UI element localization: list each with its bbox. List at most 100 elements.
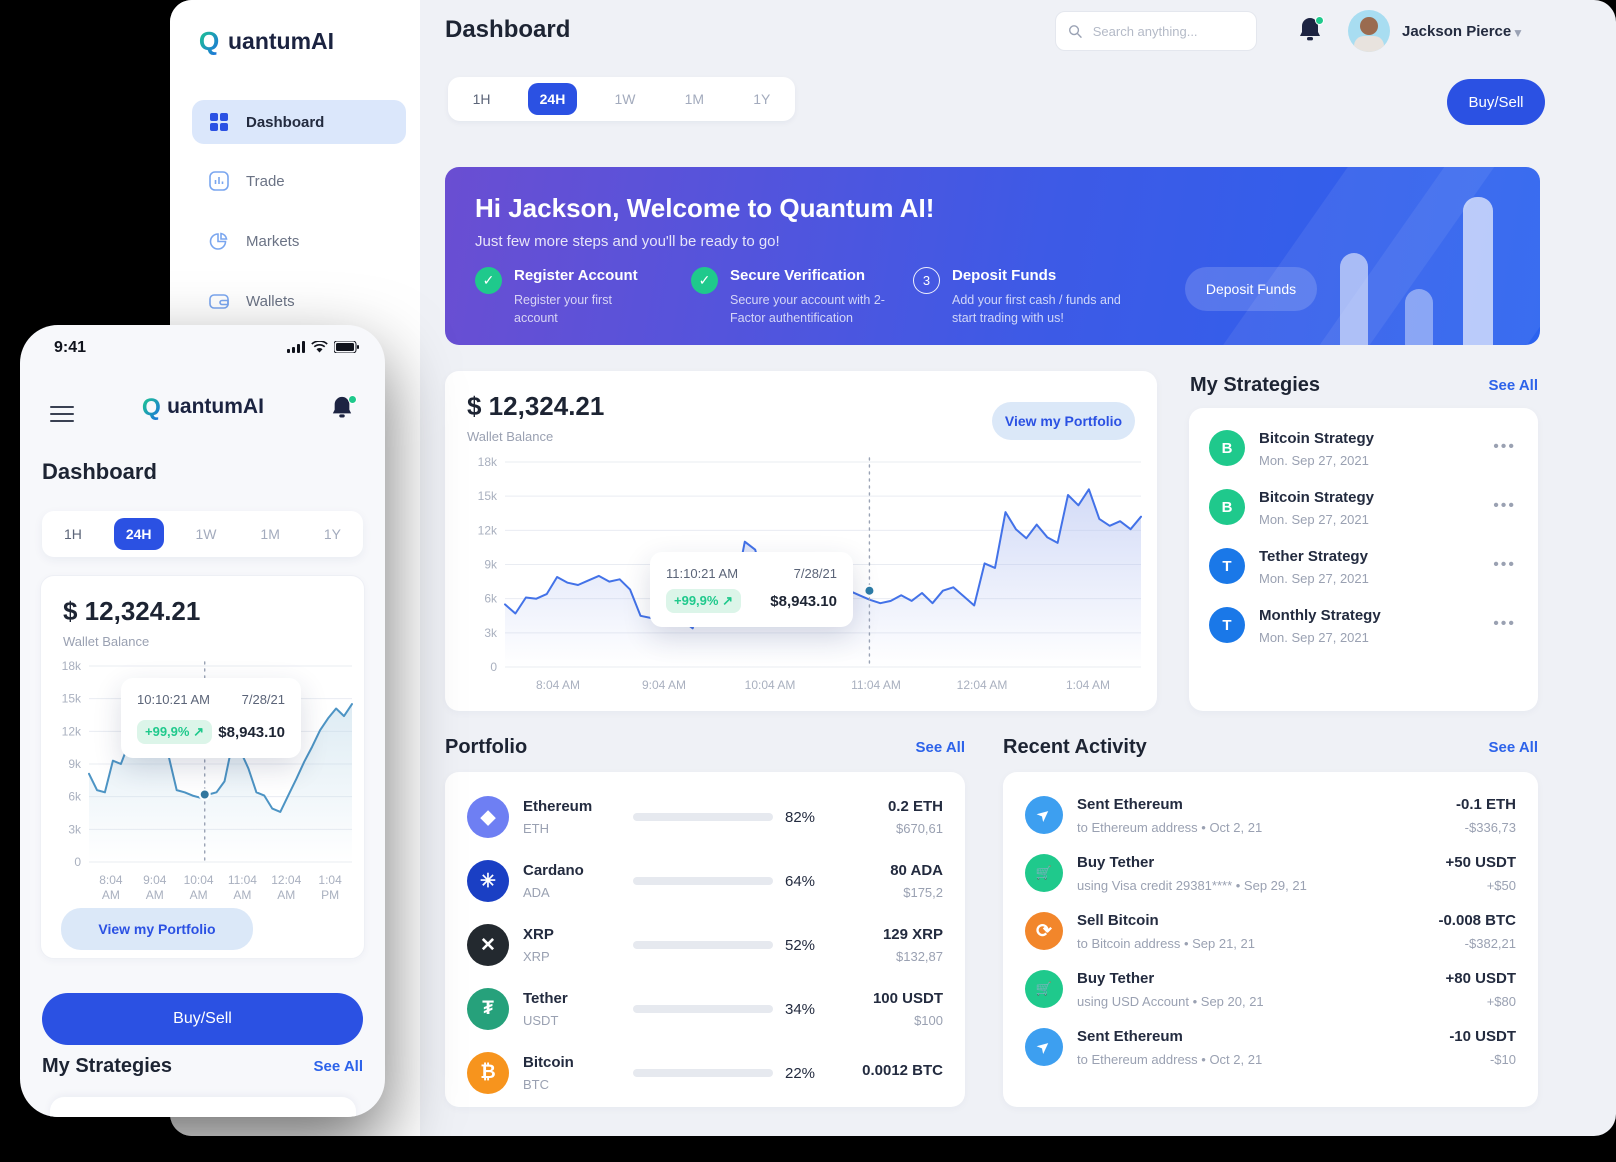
activity-card: ➤ Sent Ethereum to Ethereum address • Oc… [1003, 772, 1538, 1107]
tab-1h[interactable]: 1H [63, 526, 82, 542]
svg-text:6k: 6k [484, 592, 498, 606]
notifications-bell-icon[interactable] [1298, 16, 1324, 44]
tooltip-value: $8,943.10 [218, 723, 285, 741]
tooltip-date: 7/28/21 [241, 692, 285, 707]
page-title: Dashboard [42, 459, 157, 484]
search-input[interactable] [1090, 22, 1244, 40]
buy-sell-button[interactable]: Buy/Sell [1447, 79, 1545, 125]
search-box[interactable] [1055, 11, 1257, 51]
desktop-window: Q uantumAI Dashboard Trade [170, 0, 1616, 1136]
tab-1w[interactable]: 1W [195, 526, 217, 542]
deposit-funds-button[interactable]: Deposit Funds [1185, 267, 1317, 311]
sidebar-nav: Dashboard Trade Markets [192, 100, 406, 324]
wallet-balance-value: $ 12,324.21 [63, 596, 201, 626]
more-options-icon[interactable]: ••• [1493, 497, 1516, 514]
sidebar-item-dashboard[interactable]: Dashboard [192, 100, 406, 144]
portfolio-title: Portfolio [445, 736, 528, 758]
view-portfolio-button[interactable]: View my Portfolio [992, 402, 1135, 440]
banner-title: Hi Jackson, Welcome to Quantum AI! [475, 193, 935, 223]
status-bar-time: 9:41 [54, 339, 87, 356]
strategies-card: B Bitcoin Strategy Mon. Sep 27, 2021 •••… [1189, 408, 1538, 711]
activity-row[interactable]: 🛒 Buy Tether using Visa credit 29381****… [1025, 854, 1516, 893]
tab-1w[interactable]: 1W [614, 91, 636, 107]
strategy-row[interactable]: B Bitcoin Strategy Mon. Sep 27, 2021 ••• [1209, 430, 1518, 468]
strategy-row[interactable]: T Monthly Strategy Mon. Sep 27, 2021 ••• [1209, 607, 1518, 645]
svg-text:12k: 12k [478, 523, 498, 537]
user-name: Jackson Pierce [1402, 23, 1512, 40]
banner-decorative-bar [1340, 253, 1368, 345]
strategy-row[interactable]: T Tether Strategy Mon. Sep 27, 2021 ••• [1209, 548, 1518, 586]
cellular-signal-icon [287, 341, 305, 353]
sidebar-item-trade[interactable]: Trade [192, 158, 406, 204]
more-options-icon[interactable]: ••• [1493, 556, 1516, 573]
sidebar-item-markets[interactable]: Markets [192, 218, 406, 264]
page-title: Dashboard [445, 16, 571, 43]
avatar[interactable] [1348, 10, 1390, 52]
tab-24h[interactable]: 24H [527, 83, 578, 115]
tab-1m[interactable]: 1M [684, 91, 705, 107]
portfolio-row[interactable]: ✳ Cardano ADA 64% 80 ADA $175,2 [467, 860, 943, 902]
buy-sell-button[interactable]: Buy/Sell [42, 993, 363, 1045]
dashboard-grid-icon [210, 113, 228, 131]
step-register-account: ✓ Register Account Register your first a… [475, 267, 650, 327]
banner-decorative-bar [1463, 197, 1493, 345]
portfolio-see-all-link[interactable]: See All [915, 739, 965, 756]
portfolio-row[interactable]: ✕ XRP XRP 52% 129 XRP $132,87 [467, 924, 943, 966]
svg-text:12:04 AM: 12:04 AM [957, 678, 1008, 692]
activity-row[interactable]: ➤ Sent Ethereum to Ethereum address • Oc… [1025, 796, 1516, 835]
portfolio-row[interactable]: ◆ Ethereum ETH 82% 0.2 ETH $670,61 [467, 796, 943, 838]
notifications-bell-icon[interactable] [331, 395, 357, 423]
banner-subtitle: Just few more steps and you'll be ready … [475, 233, 780, 250]
view-portfolio-button[interactable]: View my Portfolio [61, 908, 253, 950]
activity-title: Recent Activity [1003, 736, 1147, 758]
logo-q-icon: Q [142, 394, 161, 421]
swap-icon: ⟳ [1025, 912, 1063, 950]
timeframe-tabs: 1H 24H 1W 1M 1Y [42, 511, 363, 557]
portfolio-header: Portfolio See All [445, 736, 965, 759]
svg-text:9:04 AM: 9:04 AM [642, 678, 686, 692]
bitcoin-icon: ₿ [467, 1052, 509, 1094]
activity-row[interactable]: 🛒 Buy Tether using USD Account • Sep 20,… [1025, 970, 1516, 1009]
trend-up-icon: ↗ [193, 724, 204, 739]
activity-row[interactable]: ⟳ Sell Bitcoin to Bitcoin address • Sep … [1025, 912, 1516, 951]
tab-1h[interactable]: 1H [472, 91, 491, 107]
menu-icon[interactable] [50, 401, 74, 427]
strategies-header: My Strategies See All [42, 1055, 363, 1078]
step-subtitle: Secure your account with 2-Factor authen… [730, 293, 885, 326]
check-icon: ✓ [475, 267, 502, 294]
tab-1m[interactable]: 1M [260, 526, 280, 542]
sidebar-item-wallets[interactable]: Wallets [192, 278, 406, 324]
portfolio-card: ◆ Ethereum ETH 82% 0.2 ETH $670,61 ✳ Car… [445, 772, 965, 1107]
more-options-icon[interactable]: ••• [1493, 615, 1516, 632]
activity-row[interactable]: ➤ Sent Ethereum to Ethereum address • Oc… [1025, 1028, 1516, 1067]
markets-pie-icon [209, 232, 228, 250]
tab-24h[interactable]: 24H [113, 518, 164, 550]
activity-see-all-link[interactable]: See All [1488, 739, 1538, 756]
ethereum-icon: ◆ [467, 796, 509, 838]
cart-icon: 🛒 [1025, 854, 1063, 892]
tab-1y[interactable]: 1Y [753, 91, 771, 107]
more-options-icon[interactable]: ••• [1493, 438, 1516, 455]
strategy-row[interactable]: B Bitcoin Strategy Mon. Sep 27, 2021 ••• [1209, 489, 1518, 527]
trend-up-icon: ↗ [722, 593, 733, 608]
xrp-icon: ✕ [467, 924, 509, 966]
strategies-see-all-link[interactable]: See All [313, 1058, 363, 1075]
send-icon: ➤ [1025, 1028, 1063, 1066]
brand-logo-text: uantumAI [167, 395, 264, 418]
strategies-see-all-link[interactable]: See All [1488, 377, 1538, 394]
portfolio-row[interactable]: ₮ Tether USDT 34% 100 USDT $100 [467, 988, 943, 1030]
portfolio-row[interactable]: ₿ Bitcoin BTC 22% 0.0012 BTC [467, 1052, 943, 1094]
chevron-down-icon[interactable]: ▼ [1512, 26, 1524, 40]
notification-dot [348, 395, 357, 404]
mobile-app: 9:41 Q uantumAI [20, 325, 385, 1117]
wallet-balance-value: $ 12,324.21 [467, 391, 605, 421]
timeframe-tabs: 1H 24H 1W 1M 1Y [448, 77, 795, 121]
brand-logo-text: uantumAI [228, 27, 335, 54]
cardano-icon: ✳ [467, 860, 509, 902]
tab-1y[interactable]: 1Y [323, 526, 341, 542]
